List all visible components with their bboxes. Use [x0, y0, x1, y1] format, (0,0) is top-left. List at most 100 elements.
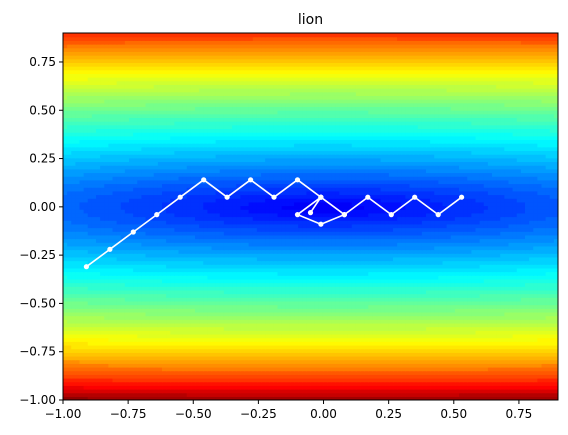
contour-cell [261, 256, 266, 262]
contour-cell [314, 352, 320, 357]
contour-cell [120, 293, 126, 298]
contour-cell [203, 337, 208, 342]
contour-cell [294, 319, 299, 324]
contour-cell [487, 286, 493, 291]
contour-cell [380, 388, 386, 394]
contour-cell [215, 366, 221, 372]
contour-cell [236, 381, 241, 386]
contour-cell [426, 293, 431, 298]
contour-cell [170, 385, 175, 390]
contour-cell [483, 256, 489, 262]
contour-cell [368, 341, 373, 346]
contour-cell [190, 245, 196, 251]
contour-cell [87, 388, 93, 394]
contour-cell [413, 256, 419, 262]
contour-cell [232, 267, 237, 273]
contour-cell [512, 260, 518, 265]
contour-cell [322, 330, 328, 335]
contour-cell [351, 344, 357, 350]
contour-cell [178, 374, 184, 379]
contour-cell [496, 304, 501, 309]
contour-cell [178, 271, 184, 276]
contour-cell [256, 286, 262, 291]
contour-cell [496, 293, 501, 298]
contour-cell [549, 315, 555, 320]
contour-cell [306, 381, 312, 386]
contour-cell [450, 333, 456, 339]
contour-cell [63, 267, 68, 273]
contour-cell [520, 392, 526, 397]
contour-cell [195, 326, 200, 331]
contour-cell [533, 385, 538, 390]
contour-cell [256, 260, 262, 265]
contour-cell [87, 326, 93, 331]
contour-cell [302, 359, 307, 364]
contour-cell [421, 330, 427, 335]
contour-cell [475, 352, 481, 357]
contour-cell [174, 300, 180, 306]
contour-cell [219, 352, 225, 357]
contour-cell [277, 352, 283, 357]
contour-cell [215, 352, 221, 357]
contour-cell [496, 359, 501, 364]
contour-cell [203, 381, 208, 386]
contour-cell [553, 308, 558, 313]
contour-cell [314, 370, 320, 375]
contour-cell [285, 308, 291, 313]
contour-cell [67, 315, 72, 320]
contour-cell [446, 271, 452, 276]
contour-cell [162, 286, 167, 291]
contour-cell [248, 297, 254, 302]
contour-cell [310, 289, 316, 295]
contour-cell [96, 366, 101, 372]
contour-cell [91, 253, 97, 258]
contour-cell [141, 396, 147, 400]
contour-cell [454, 370, 460, 375]
contour-cell [327, 256, 332, 262]
contour-cell [244, 322, 250, 328]
contour-cell [360, 363, 365, 368]
contour-cell [430, 392, 435, 397]
contour-cell [434, 264, 439, 269]
contour-cell [549, 374, 555, 379]
contour-cell [100, 271, 105, 276]
contour-cell [384, 260, 390, 265]
contour-cell [100, 267, 105, 273]
contour-cell [450, 297, 456, 302]
contour-cell [178, 348, 184, 353]
contour-cell [145, 275, 151, 280]
contour-cell [153, 245, 159, 251]
contour-cell [149, 381, 155, 386]
contour-cell [302, 363, 307, 368]
contour-cell [203, 275, 208, 280]
contour-cell [273, 352, 279, 357]
contour-cell [475, 322, 481, 328]
contour-cell [219, 381, 225, 386]
contour-cell [186, 396, 192, 400]
contour-cell [207, 253, 213, 258]
contour-cell [306, 363, 312, 368]
contour-cell [413, 366, 419, 372]
contour-cell [124, 245, 130, 251]
contour-cell [190, 253, 196, 258]
contour-cell [376, 260, 382, 265]
contour-cell [261, 322, 266, 328]
contour-cell [368, 355, 373, 361]
contour-cell [207, 256, 213, 262]
contour-cell [508, 278, 514, 284]
contour-cell [529, 359, 534, 364]
contour-cell [63, 374, 68, 379]
contour-cell [355, 275, 361, 280]
contour-cell [376, 355, 382, 361]
contour-cell [314, 388, 320, 394]
contour-cell [409, 304, 415, 309]
contour-cell [269, 293, 274, 298]
contour-cell [129, 348, 134, 353]
contour-cell [442, 326, 448, 331]
contour-cell [79, 311, 85, 317]
contour-cell [372, 297, 378, 302]
contour-cell [492, 333, 497, 339]
contour-cell [232, 289, 237, 295]
contour-cell [405, 359, 411, 364]
contour-cell [306, 267, 312, 273]
